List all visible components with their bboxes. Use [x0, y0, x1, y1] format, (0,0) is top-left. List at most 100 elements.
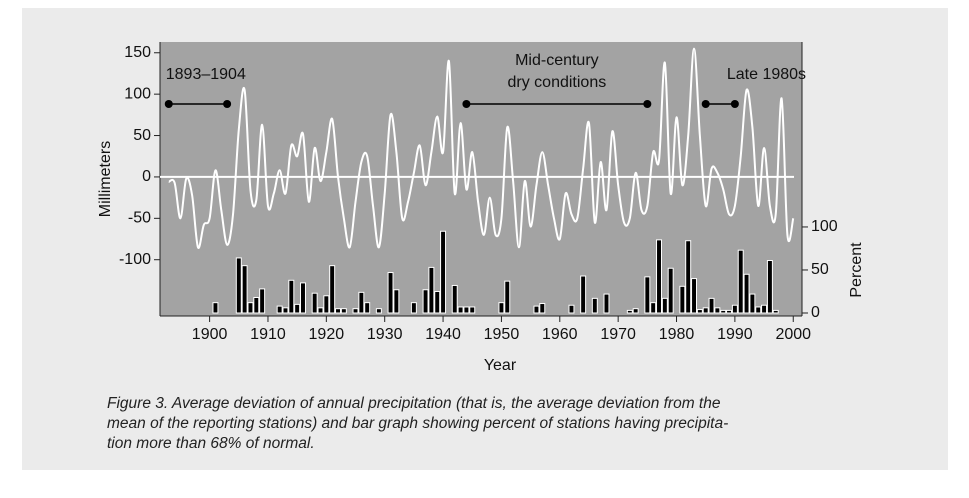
bar — [498, 302, 505, 314]
bar — [393, 289, 400, 314]
y-tick-label: -50 — [128, 210, 151, 227]
bar — [235, 257, 242, 314]
bar — [375, 308, 382, 314]
bar — [364, 302, 371, 314]
bar — [212, 302, 219, 314]
annotation-text: dry conditions — [508, 74, 607, 91]
precipitation-line — [168, 47, 795, 249]
bar — [737, 249, 744, 314]
bar — [731, 304, 738, 314]
y-tick-label: 150 — [124, 44, 151, 61]
y-tick-label: 50 — [133, 127, 151, 144]
annotation-dot — [701, 100, 710, 108]
caption: mean of the reporting stations) and bar … — [107, 415, 728, 432]
bar — [288, 279, 295, 314]
bar — [387, 272, 394, 314]
bar — [603, 293, 610, 314]
y2-tick-label: 100 — [811, 218, 838, 235]
y-tick-label: 0 — [142, 168, 151, 185]
caption: Figure 3. Average deviation of annual pr… — [107, 395, 721, 412]
bar — [679, 285, 686, 314]
annotation-text: Late 1980s — [727, 66, 806, 83]
bar — [422, 289, 429, 314]
bar — [743, 273, 750, 314]
annotation-dot — [462, 100, 471, 108]
bar — [340, 308, 347, 314]
bar — [410, 302, 417, 314]
bar — [276, 305, 283, 314]
x-tick-label: 1950 — [484, 326, 520, 343]
bar — [323, 295, 330, 314]
bar — [533, 305, 540, 314]
bar — [696, 309, 703, 314]
bar — [650, 302, 657, 314]
bar — [591, 297, 598, 314]
bar — [463, 306, 470, 314]
bar — [691, 278, 698, 314]
bar — [247, 302, 254, 314]
bar — [241, 265, 248, 314]
y-tick-label: -100 — [119, 251, 151, 268]
annotation-dot — [730, 100, 739, 108]
bar — [428, 266, 435, 314]
annotation-text: 1893–1904 — [166, 66, 246, 83]
bar — [568, 304, 575, 314]
bar — [434, 290, 441, 314]
bar — [539, 303, 546, 314]
bar — [766, 260, 773, 314]
bar — [300, 282, 306, 314]
plot-area — [160, 42, 802, 316]
bar — [708, 297, 715, 314]
x-tick-label: 1910 — [250, 326, 286, 343]
bar — [761, 304, 768, 314]
x-tick-label: 1960 — [542, 326, 578, 343]
bar — [504, 280, 511, 314]
bar — [656, 239, 662, 314]
y-axis-label: Millimeters — [97, 141, 114, 217]
bar — [685, 240, 692, 314]
bar — [311, 292, 318, 314]
bar — [457, 306, 464, 314]
bar — [335, 308, 341, 314]
bar — [755, 306, 762, 314]
x-tick-label: 1900 — [192, 326, 228, 343]
bar — [714, 307, 721, 314]
annotation-dot — [164, 100, 173, 108]
bar — [661, 297, 668, 314]
x-tick-label: 1970 — [600, 326, 636, 343]
annotation-text: Mid-century — [515, 52, 599, 69]
bar — [451, 284, 458, 314]
bar — [772, 309, 779, 314]
bar — [282, 307, 289, 314]
bar — [352, 308, 359, 314]
caption: tion more than 68% of normal. — [107, 435, 315, 452]
bar — [720, 309, 727, 314]
x-tick-label: 2000 — [775, 326, 811, 343]
bar — [294, 303, 301, 314]
y-tick-label: 100 — [124, 85, 151, 102]
annotation-dot — [643, 100, 652, 108]
bar — [667, 267, 674, 314]
x-tick-label: 1990 — [717, 326, 753, 343]
bar — [253, 297, 260, 314]
x-tick-label: 1920 — [309, 326, 345, 343]
bar — [580, 275, 587, 314]
y2-tick-label: 50 — [811, 261, 829, 278]
x-tick-label: 1980 — [659, 326, 695, 343]
bar — [317, 307, 324, 314]
bar — [626, 309, 633, 314]
y2-tick-label: 0 — [811, 304, 820, 321]
bar — [644, 276, 651, 314]
bar — [259, 288, 266, 314]
bar — [469, 306, 476, 314]
x-tick-label: 1940 — [425, 326, 461, 343]
y2-axis-label: Percent — [848, 242, 865, 298]
bar — [749, 293, 756, 314]
bar — [358, 291, 365, 314]
bar — [440, 230, 447, 314]
bar — [329, 265, 336, 314]
annotation-dot — [223, 100, 232, 108]
x-axis-label: Year — [484, 357, 517, 374]
bar — [702, 307, 709, 314]
